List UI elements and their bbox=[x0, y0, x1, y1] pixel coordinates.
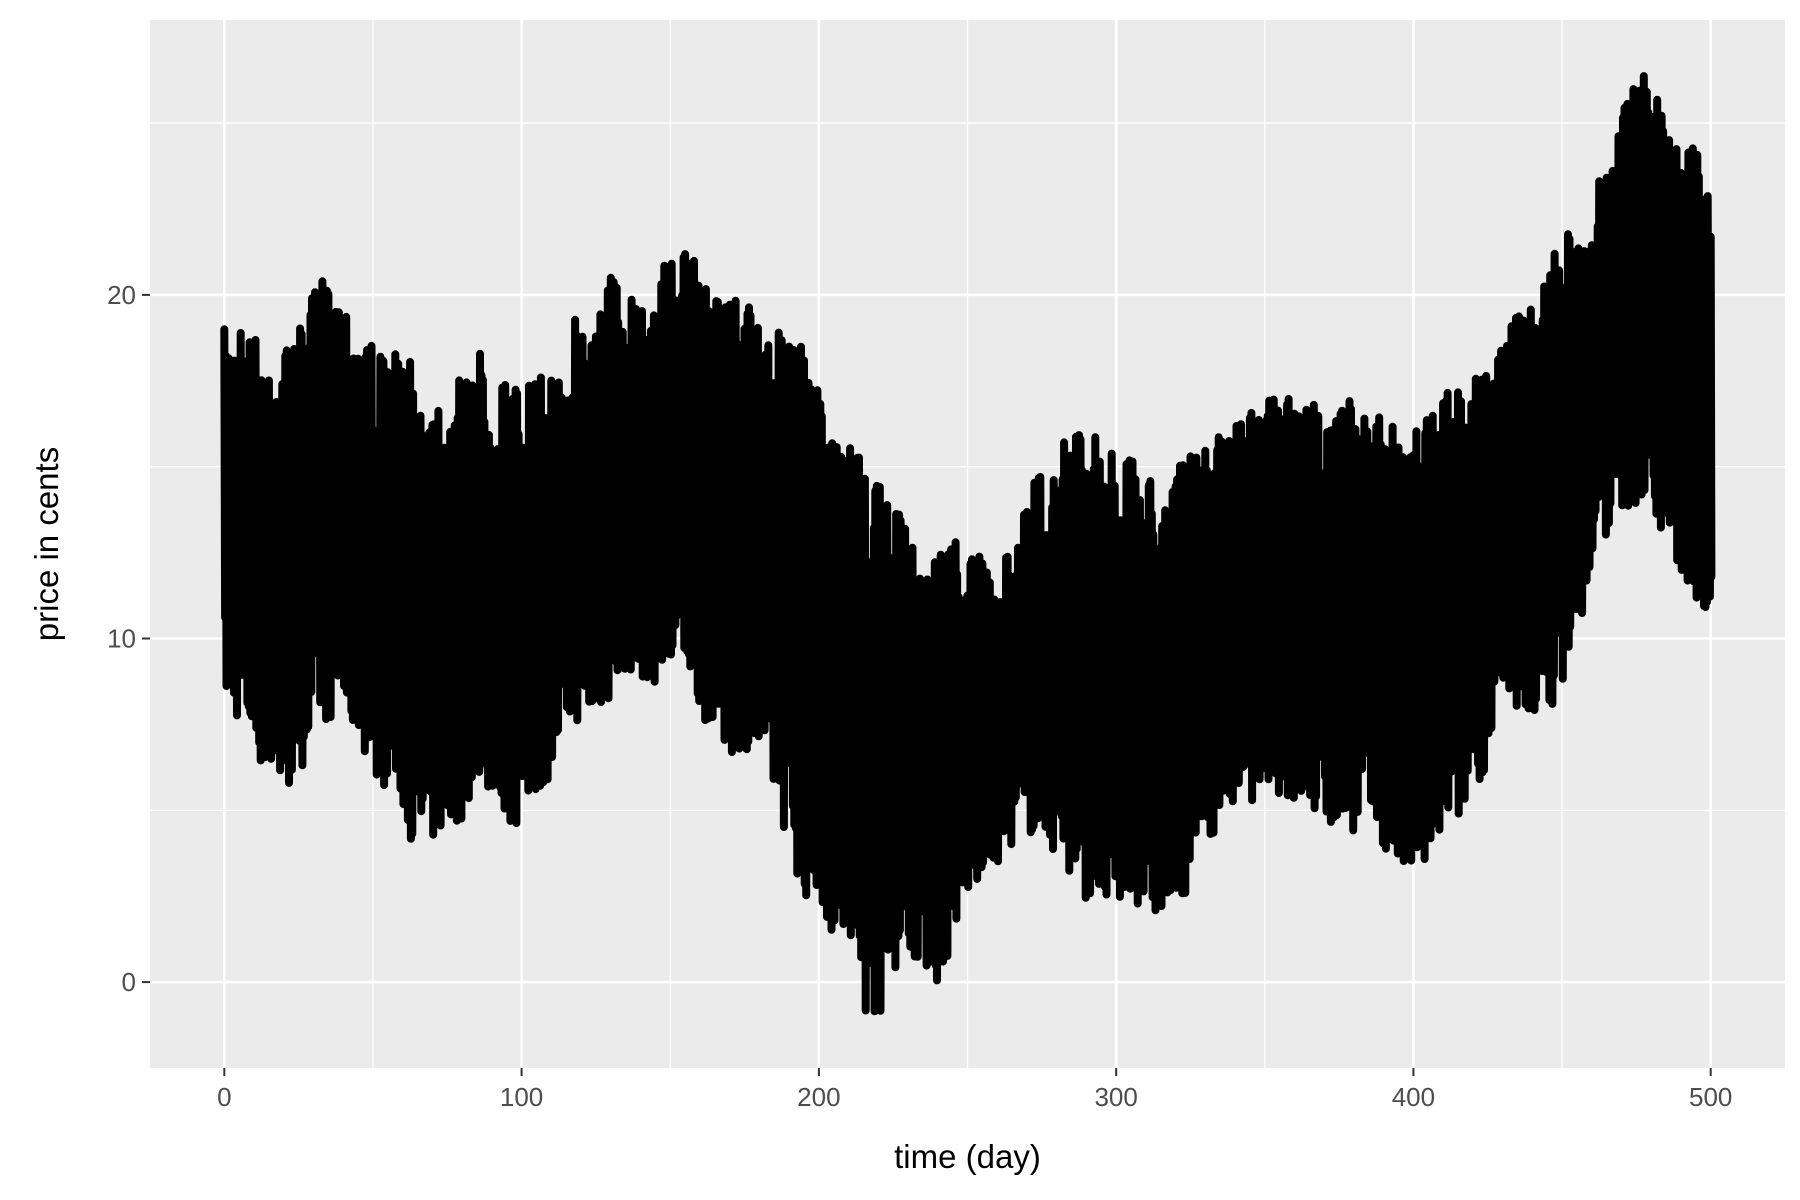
series-layer bbox=[220, 72, 1716, 1016]
x-tick-label: 500 bbox=[1689, 1082, 1732, 1112]
y-tick-label: 20 bbox=[107, 280, 136, 310]
y-tick-label: 10 bbox=[107, 623, 136, 653]
x-axis: 0 100 200 300 400 500 bbox=[217, 1068, 1732, 1112]
y-axis: 0 10 20 bbox=[107, 280, 150, 997]
series-line bbox=[220, 72, 1716, 1016]
x-tick-label: 100 bbox=[500, 1082, 543, 1112]
x-tick-label: 200 bbox=[797, 1082, 840, 1112]
x-tick-label: 0 bbox=[217, 1082, 231, 1112]
x-tick-label: 300 bbox=[1094, 1082, 1137, 1112]
y-axis-title: price in cents bbox=[28, 447, 65, 641]
x-axis-title: time (day) bbox=[894, 1138, 1041, 1175]
y-tick-label: 0 bbox=[122, 967, 136, 997]
x-tick-label: 400 bbox=[1392, 1082, 1435, 1112]
